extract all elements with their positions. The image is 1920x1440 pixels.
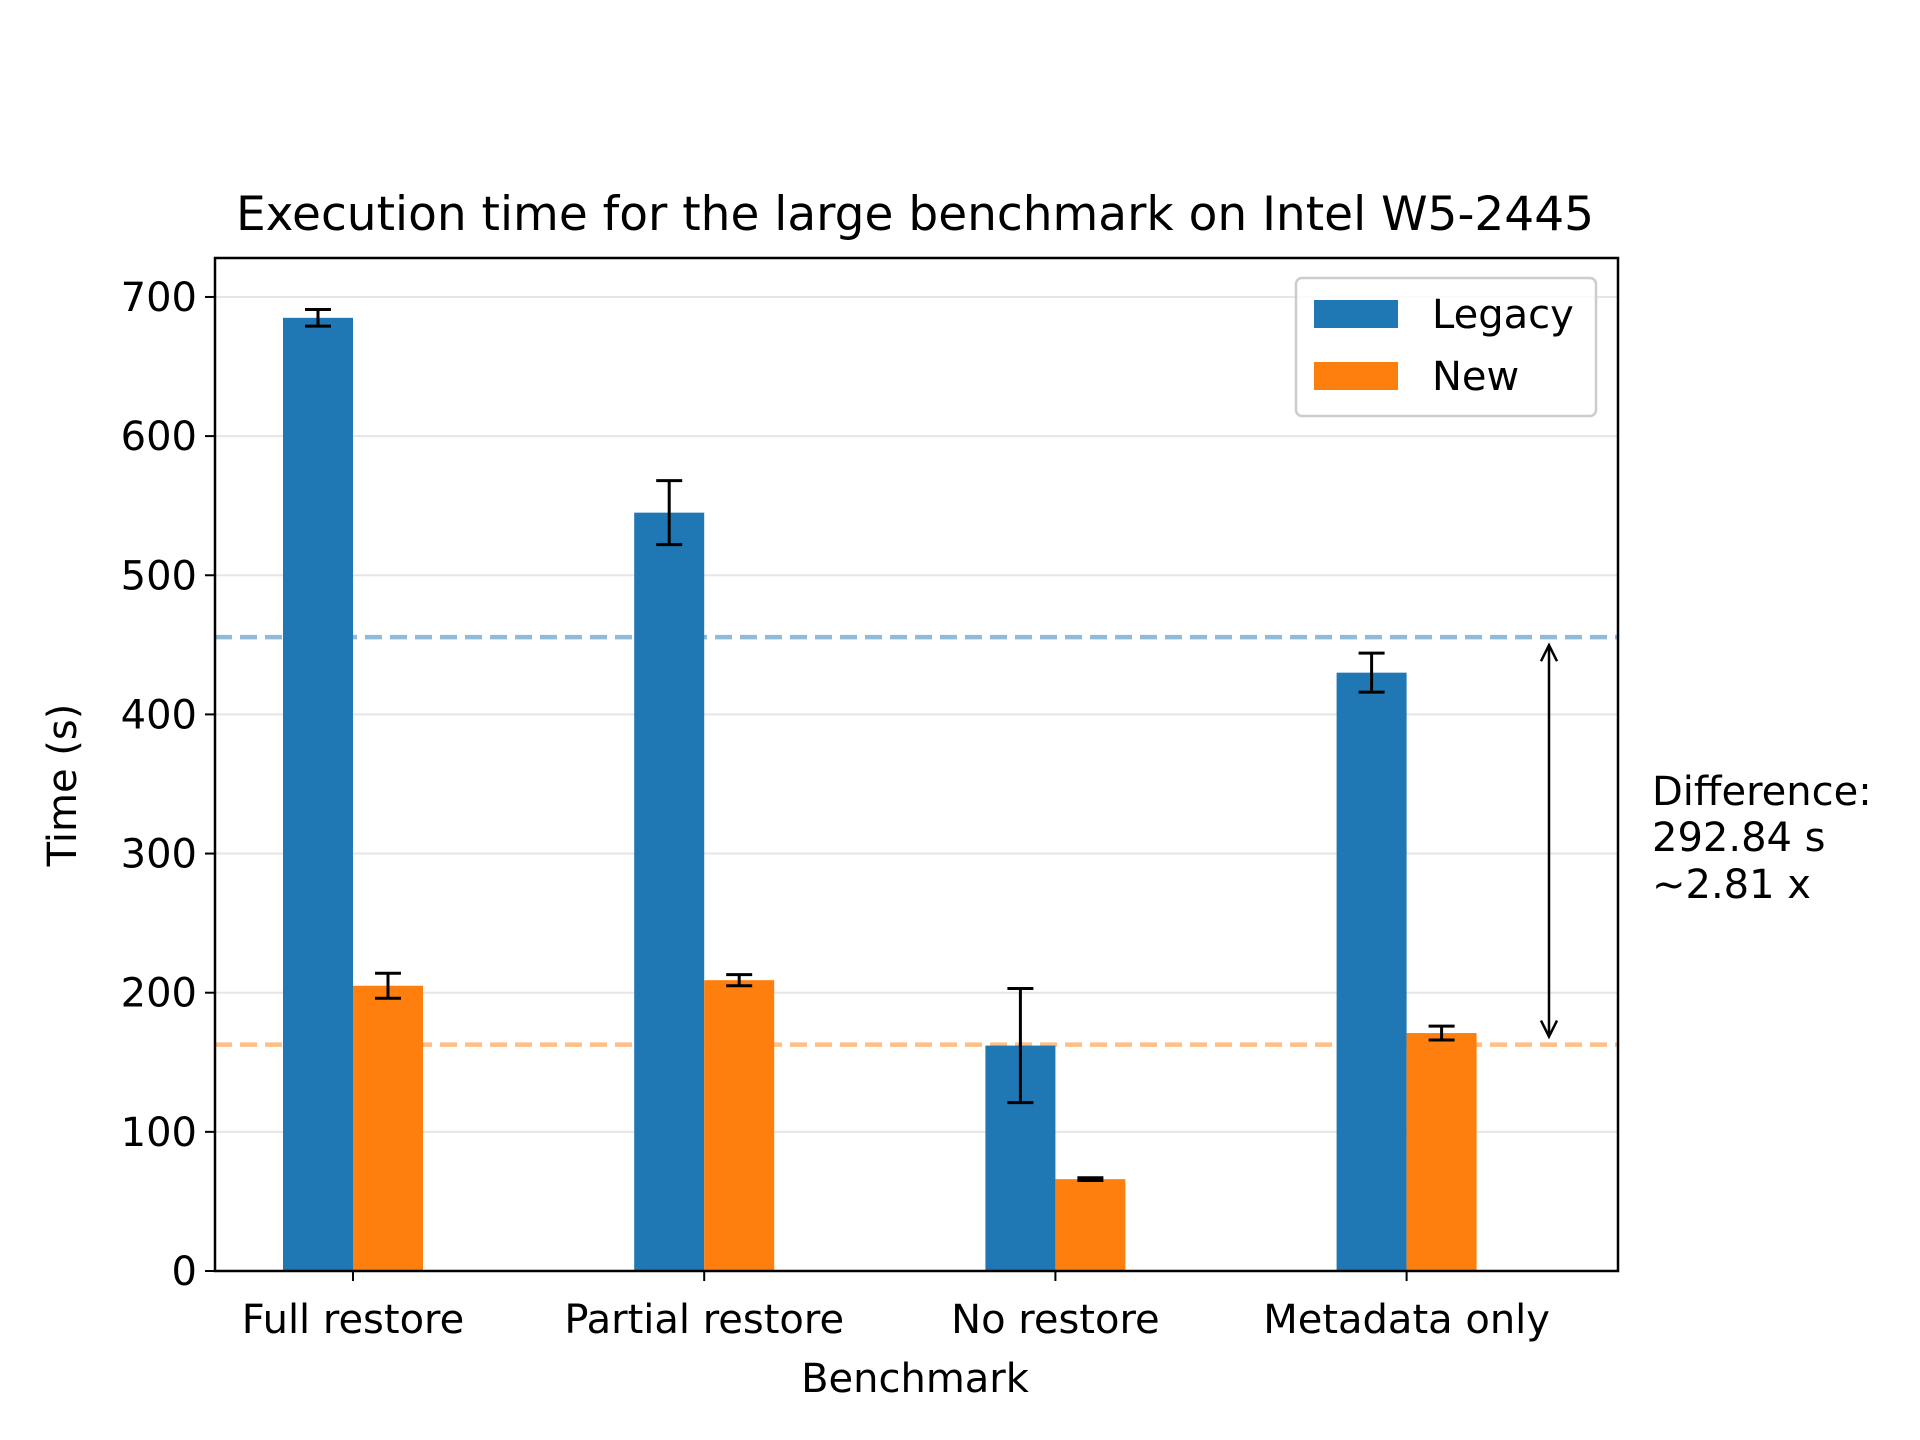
legend-label-legacy: Legacy bbox=[1432, 292, 1574, 338]
annotation-line-3: ~2.81 x bbox=[1652, 862, 1811, 908]
x-axis-ticks: Full restore Partial restore No restore Met… bbox=[242, 1271, 1550, 1343]
error-bars bbox=[305, 307, 1455, 1183]
bar-legacy bbox=[634, 512, 705, 1271]
y-tick-label: 600 bbox=[121, 414, 197, 460]
y-tick-label: 500 bbox=[121, 553, 197, 599]
y-tick-label: 300 bbox=[121, 832, 197, 878]
grid-lines bbox=[215, 295, 1618, 1133]
plot-frame bbox=[213, 256, 1620, 1273]
legend-swatch-new bbox=[1314, 362, 1398, 390]
bar-new bbox=[1055, 1179, 1126, 1271]
bar-new bbox=[353, 985, 423, 1271]
x-tick-label: No restore bbox=[951, 1297, 1159, 1343]
arrow-head-top bbox=[1539, 642, 1559, 662]
y-tick-label: 0 bbox=[172, 1249, 197, 1295]
x-axis-label: Benchmark bbox=[801, 1356, 1030, 1402]
y-axis-label: Time (s) bbox=[40, 704, 86, 868]
legend: Legacy New bbox=[1294, 276, 1598, 418]
y-tick-label: 700 bbox=[121, 275, 197, 321]
y-axis-ticks: 0 100 200 300 400 500 600 700 bbox=[121, 275, 215, 1295]
bar-new bbox=[1406, 1033, 1477, 1271]
annotation-line-2: 292.84 s bbox=[1652, 815, 1826, 861]
arrow-head-bottom bbox=[1539, 1020, 1559, 1040]
bar-legacy bbox=[1336, 672, 1407, 1271]
y-tick-label: 100 bbox=[121, 1110, 197, 1156]
x-tick-label: Full restore bbox=[242, 1297, 464, 1343]
chart-title: Execution time for the large benchmark o… bbox=[236, 187, 1594, 242]
annotation-line-1: Difference: bbox=[1652, 769, 1872, 815]
bars bbox=[283, 317, 1477, 1271]
legend-label-new: New bbox=[1432, 354, 1519, 400]
y-tick-label: 400 bbox=[121, 692, 197, 738]
x-tick-label: Metadata only bbox=[1263, 1297, 1550, 1343]
difference-annotation: Difference: 292.84 s ~2.81 x bbox=[1539, 642, 1872, 1040]
bar-new bbox=[704, 980, 775, 1271]
difference-arrow bbox=[1539, 642, 1559, 1040]
y-tick-label: 200 bbox=[121, 971, 197, 1017]
reference-lines bbox=[215, 634, 1618, 1047]
legend-swatch-legacy bbox=[1314, 300, 1398, 328]
x-tick-label: Partial restore bbox=[564, 1297, 844, 1343]
bar-legacy bbox=[283, 317, 353, 1271]
